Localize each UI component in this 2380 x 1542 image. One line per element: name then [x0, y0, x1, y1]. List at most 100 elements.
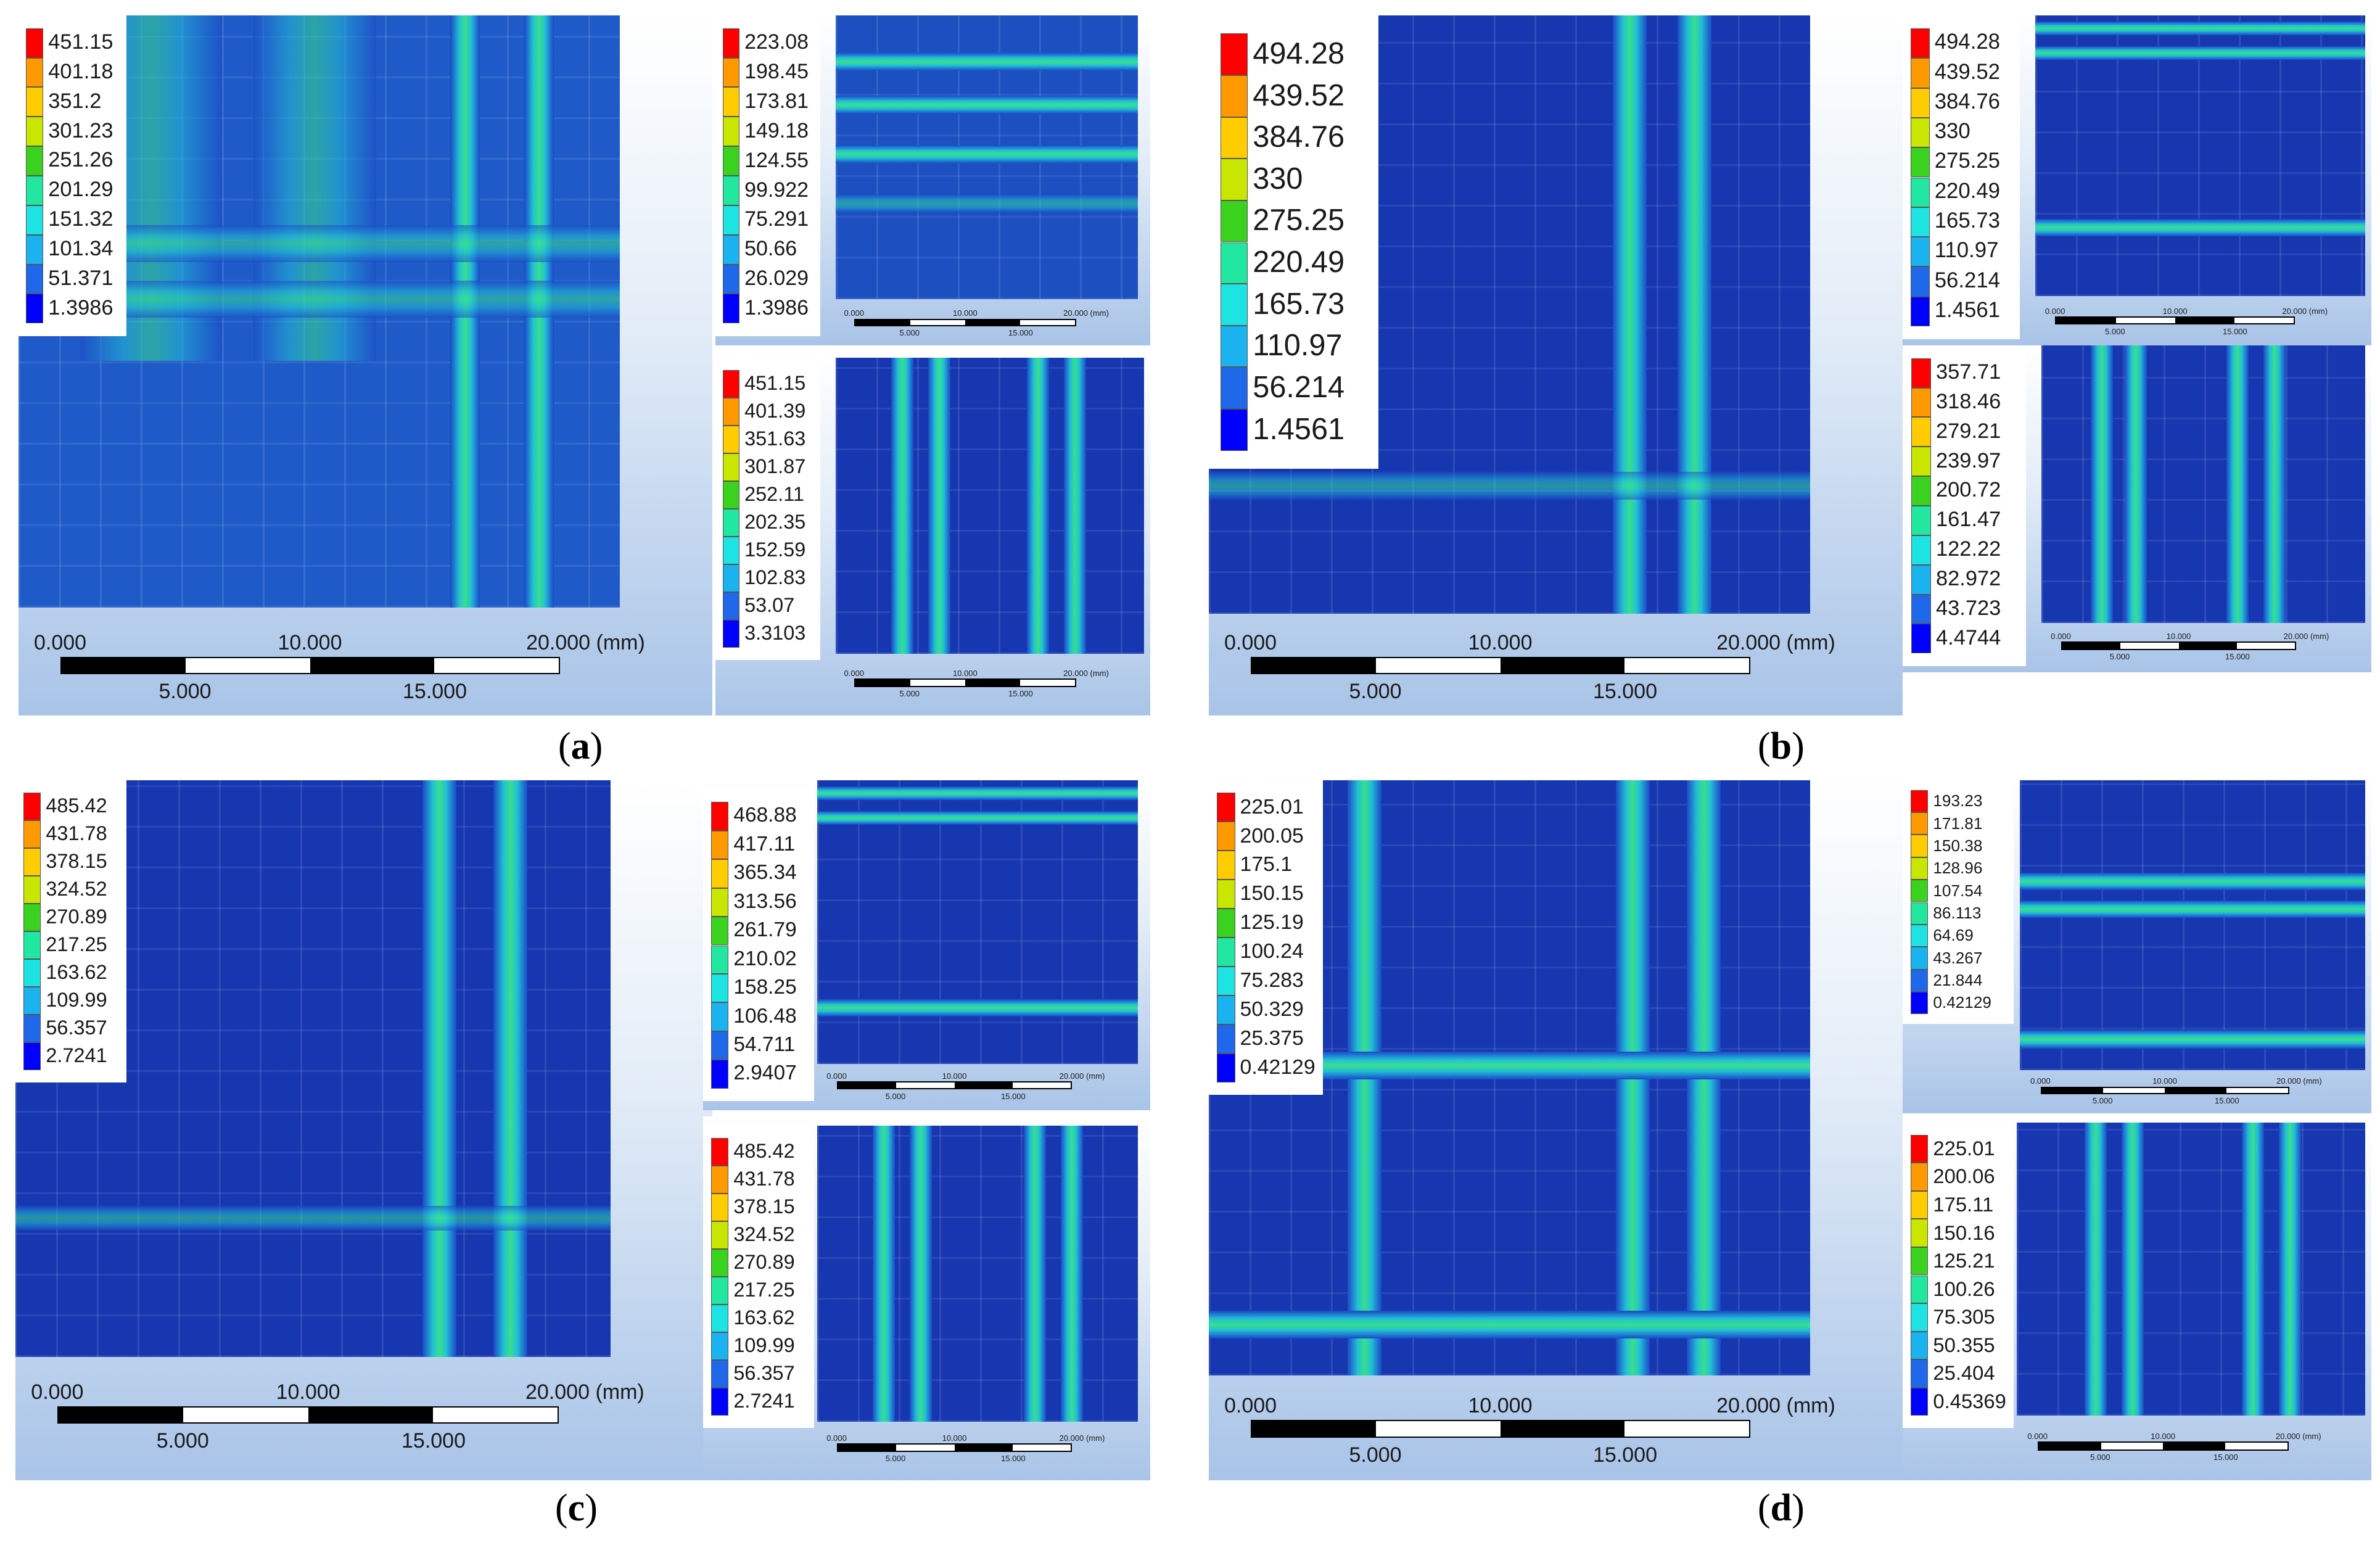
legend-label: 173.81	[744, 89, 809, 113]
legend-swatch	[1910, 812, 1929, 835]
viewport-d-main: 225.01 200.05 175.1 150.15 125.19 100.24 75.28…	[1209, 774, 1903, 1480]
scale-bar	[1250, 657, 1750, 675]
legend-swatch	[710, 830, 729, 860]
legend-swatch	[26, 205, 44, 235]
scale-label-end: 20.000 (mm)	[1716, 1393, 1835, 1417]
legend-label: 198.45	[744, 60, 809, 84]
legend-d-inset-top: 193.23 171.81 150.38 128.96 107.54 86.113 64.6…	[1903, 780, 2014, 1024]
legend-label: 239.97	[1936, 448, 2001, 472]
legend-swatch	[1911, 237, 1930, 267]
legend-swatch	[1911, 358, 1931, 388]
legend-label: 149.18	[744, 118, 809, 142]
scale-segment	[2234, 318, 2294, 324]
legend-label: 56.357	[733, 1362, 795, 1385]
legend-label: 313.56	[733, 889, 797, 913]
legend-swatch	[1221, 408, 1248, 451]
scale-bar	[57, 1406, 559, 1424]
legend-swatch	[23, 792, 41, 820]
legend-swatch	[710, 1277, 729, 1305]
legend-label: 200.05	[1240, 823, 1304, 847]
legend-swatch	[710, 1002, 729, 1031]
legend-label: 0.45369	[1933, 1389, 2006, 1412]
scale-bar	[2040, 1086, 2289, 1094]
scale-label-q3: 15.000	[1593, 679, 1657, 703]
scale-a-inset-top: 0.000 10.000 20.000 (mm) 5.000 15.000	[836, 305, 1144, 342]
legend-swatch	[722, 57, 740, 88]
scale-label-zero: 0.000	[31, 1380, 84, 1404]
legend-label: 384.76	[1253, 120, 1345, 154]
scale-b-main: 0.000 10.000 20.000 (mm) 5.000 15.000	[1209, 626, 1903, 712]
legend-label: 109.99	[46, 989, 107, 1012]
legend-label: 25.404	[1933, 1361, 1995, 1385]
legend-label: 439.52	[1253, 78, 1345, 112]
legend-swatch	[1221, 33, 1248, 75]
legend-label: 53.07	[744, 594, 795, 617]
legend-label: 2.7241	[733, 1390, 795, 1412]
scale-segment	[1013, 1082, 1071, 1089]
legend-label: 279.21	[1936, 419, 2001, 443]
scale-label-zero: 0.000	[34, 630, 87, 654]
legend-c-inset-top: 468.88 417.11 365.34 313.56 261.79 210.02 158.…	[703, 790, 814, 1101]
legend-label: 220.49	[1253, 245, 1345, 279]
legend-label: 124.55	[744, 148, 809, 172]
legend-swatch	[1910, 1247, 1929, 1276]
legend-label: 102.83	[744, 566, 806, 589]
scale-bar	[854, 318, 1076, 326]
legend-swatch	[1910, 835, 1929, 857]
legend-swatch	[722, 117, 740, 147]
scale-label-q1: 5.000	[885, 1454, 906, 1464]
scale-segment	[310, 658, 434, 674]
legend-swatch	[722, 28, 740, 58]
legend-swatch	[1221, 242, 1248, 284]
scale-bar	[2037, 1441, 2289, 1451]
legend-swatch	[1221, 200, 1248, 242]
legend-label: 217.25	[46, 933, 107, 956]
legend-label: 110.97	[1253, 329, 1343, 363]
scale-label-zero: 0.000	[1224, 1393, 1277, 1417]
legend-label: 351.2	[48, 89, 102, 113]
legend-swatch	[722, 592, 740, 621]
viewport-d-inset-bottom: 225.01 200.06 175.11 150.16 125.21 100.26 75.3…	[1903, 1116, 2371, 1480]
legend-label: 21.844	[1933, 970, 1983, 989]
legend-swatch	[1216, 995, 1235, 1025]
scale-segment	[2237, 643, 2296, 649]
scale-segment	[2041, 1087, 2104, 1093]
legend-swatch	[722, 509, 740, 537]
legend-label: 54.711	[733, 1033, 796, 1057]
scale-label-zero: 0.000	[844, 308, 865, 318]
legend-swatch	[1216, 909, 1235, 938]
scale-label-mid: 10.000	[278, 630, 342, 654]
legend-swatch	[26, 87, 44, 117]
legend-c-inset-bottom: 485.42 431.78 378.15 324.52 270.89 217.25 163.…	[703, 1126, 814, 1428]
legend-swatch	[722, 87, 740, 117]
legend-label: 26.029	[744, 266, 809, 291]
scale-label-end: 20.000 (mm)	[1059, 1071, 1105, 1081]
scale-label-q1: 5.000	[1349, 679, 1402, 703]
scale-segment	[855, 680, 910, 686]
scale-segment	[896, 1445, 955, 1451]
viewport-d-inset-top: 193.23 171.81 150.38 128.96 107.54 86.113 64.6…	[1903, 774, 2371, 1113]
mesh-b-inset-bottom	[2041, 345, 2365, 623]
viewport-b-main: 494.28 439.52 384.76 330 275.25 220.49 165.73 1…	[1209, 15, 1903, 715]
legend-label: 86.113	[1933, 903, 1982, 922]
legend-swatch	[722, 537, 740, 565]
legend-swatch	[1911, 447, 1931, 477]
scale-segment	[838, 1082, 897, 1089]
legend-swatch	[722, 234, 740, 265]
legend-label: 152.59	[744, 538, 806, 561]
legend-label: 210.02	[733, 947, 797, 970]
legend-label: 150.16	[1933, 1221, 1995, 1244]
legend-swatch	[710, 888, 729, 917]
legend-swatch	[722, 264, 740, 294]
legend-label: 56.214	[1934, 268, 2001, 292]
mesh-c-inset-bottom	[817, 1126, 1138, 1422]
legend-swatch	[26, 234, 44, 265]
legend-label: 0.42129	[1240, 1055, 1316, 1079]
scale-segment	[186, 658, 310, 674]
scale-b-inset-bottom: 0.000 10.000 20.000 (mm) 5.000 15.000	[2041, 626, 2368, 669]
legend-swatch	[710, 945, 729, 974]
scale-segment	[2062, 643, 2121, 649]
legend-label: 50.355	[1933, 1333, 1995, 1356]
legend-label: 275.25	[1253, 204, 1345, 237]
scale-label-zero: 0.000	[2030, 1076, 2051, 1086]
